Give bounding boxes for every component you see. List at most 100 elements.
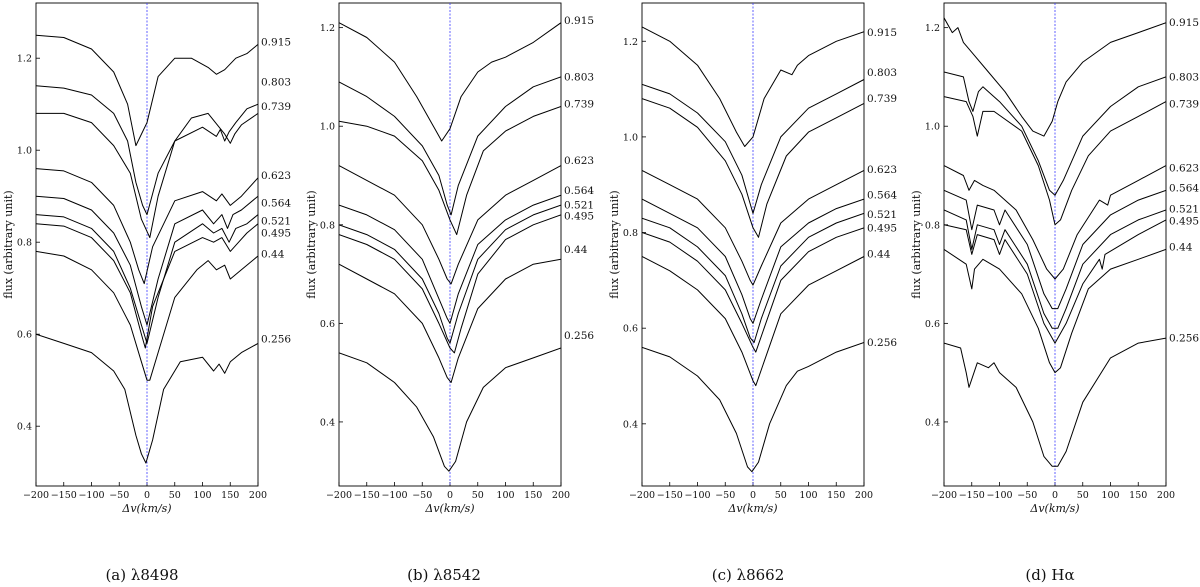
y-axis-label: flux (arbitrary unit) xyxy=(910,190,923,298)
x-axis-label: Δv(km/s) xyxy=(121,502,171,515)
caption-d: (d) Hα xyxy=(1025,566,1075,584)
y-tick-label: 0.6 xyxy=(17,330,32,341)
series-label: 0.915 xyxy=(564,15,594,27)
x-tick-label: −50 xyxy=(1017,490,1037,501)
x-tick-label: 100 xyxy=(193,490,211,501)
y-tick-label: 0.6 xyxy=(623,324,638,335)
series-line-0.623 xyxy=(36,168,258,285)
y-tick-label: 1.0 xyxy=(17,146,32,157)
caption-a: (a) λ8498 xyxy=(105,566,179,584)
series-line-0.256 xyxy=(339,347,561,472)
series-label: 0.256 xyxy=(261,333,291,345)
x-tick-label: −50 xyxy=(715,490,735,501)
series-label: 0.44 xyxy=(564,244,588,256)
series-line-0.915 xyxy=(642,26,864,147)
series-label: 0.623 xyxy=(261,170,291,182)
series-line-0.256 xyxy=(36,333,258,464)
y-axis-label: flux (arbitrary unit) xyxy=(608,190,621,298)
y-tick-label: 0.6 xyxy=(320,319,335,330)
series-label: 0.521 xyxy=(261,216,291,228)
y-tick-label: 0.8 xyxy=(17,238,32,249)
series-line-0.803 xyxy=(944,71,1166,196)
y-tick-label: 0.8 xyxy=(320,220,335,231)
x-tick-label: −100 xyxy=(986,490,1012,501)
x-tick-label: −50 xyxy=(412,490,432,501)
caption-c: (c) λ8662 xyxy=(711,566,785,584)
x-tick-label: 200 xyxy=(855,490,873,501)
series-label: 0.495 xyxy=(867,222,897,234)
series-line-0.803 xyxy=(339,76,561,216)
series-label: 0.495 xyxy=(1169,215,1199,227)
series-line-0.739 xyxy=(642,98,864,238)
series-line-0.256 xyxy=(642,342,864,473)
x-tick-label: 200 xyxy=(552,490,570,501)
x-tick-label: 50 xyxy=(169,490,181,501)
series-line-0.44 xyxy=(642,256,864,387)
series-line-0.739 xyxy=(36,112,258,239)
series-label: 0.44 xyxy=(867,249,891,261)
y-tick-label: 0.8 xyxy=(623,228,638,239)
series-label: 0.803 xyxy=(867,67,897,79)
x-tick-label: −200 xyxy=(629,490,655,501)
y-axis-label: flux (arbitrary unit) xyxy=(305,190,318,298)
series-label: 0.44 xyxy=(261,249,285,261)
x-tick-label: −100 xyxy=(381,490,407,501)
series-line-0.739 xyxy=(339,106,561,236)
x-tick-label: 100 xyxy=(496,490,514,501)
series-label: 0.915 xyxy=(261,37,291,49)
x-tick-label: −100 xyxy=(78,490,104,501)
x-tick-label: 150 xyxy=(524,490,542,501)
series-label: 0.256 xyxy=(564,330,594,342)
series-line-0.495 xyxy=(642,227,864,353)
series-line-0.495 xyxy=(944,219,1166,344)
series-label: 0.521 xyxy=(867,209,897,221)
x-tick-label: 150 xyxy=(1129,490,1147,501)
y-tick-label: 1.0 xyxy=(925,122,940,133)
series-line-0.915 xyxy=(944,17,1166,137)
series-label: 0.256 xyxy=(1169,333,1199,345)
series-line-0.521 xyxy=(339,204,561,344)
y-tick-label: 0.6 xyxy=(925,319,940,330)
y-tick-label: 1.0 xyxy=(623,132,638,143)
y-tick-label: 1.2 xyxy=(925,23,940,34)
x-tick-label: −200 xyxy=(931,490,957,501)
x-axis-label: Δv(km/s) xyxy=(727,502,777,515)
y-tick-label: 0.4 xyxy=(320,417,335,428)
series-line-0.564 xyxy=(36,195,258,326)
x-tick-label: 50 xyxy=(775,490,787,501)
y-tick-label: 1.2 xyxy=(623,37,638,48)
x-tick-label: −150 xyxy=(657,490,683,501)
x-tick-label: 100 xyxy=(1101,490,1119,501)
series-label: 0.44 xyxy=(1169,241,1193,253)
y-tick-label: 1.2 xyxy=(17,54,32,65)
series-label: 0.803 xyxy=(1169,71,1199,83)
series-label: 0.739 xyxy=(1169,99,1199,111)
series-label: 0.521 xyxy=(1169,204,1199,216)
series-line-0.495 xyxy=(36,223,258,349)
series-line-0.623 xyxy=(944,165,1166,280)
series-label: 0.623 xyxy=(1169,163,1199,175)
series-line-0.915 xyxy=(339,22,561,142)
x-tick-label: 0 xyxy=(750,490,756,501)
y-tick-label: 1.0 xyxy=(320,122,335,133)
series-line-0.44 xyxy=(36,250,258,381)
series-line-0.564 xyxy=(642,198,864,324)
series-label: 0.915 xyxy=(867,27,897,39)
series-line-0.564 xyxy=(944,189,1166,310)
series-line-0.521 xyxy=(944,209,1166,329)
series-line-0.564 xyxy=(339,194,561,324)
series-label: 0.564 xyxy=(867,190,897,202)
series-label: 0.564 xyxy=(564,185,594,197)
series-label: 0.495 xyxy=(564,210,594,222)
y-tick-label: 1.2 xyxy=(320,23,335,34)
x-tick-label: 0 xyxy=(1052,490,1058,501)
series-line-0.739 xyxy=(944,96,1166,226)
series-label: 0.623 xyxy=(867,164,897,176)
x-tick-label: −150 xyxy=(51,490,77,501)
y-tick-label: 0.4 xyxy=(623,419,638,430)
x-tick-label: 50 xyxy=(472,490,484,501)
series-label: 0.623 xyxy=(564,155,594,167)
y-tick-label: 0.8 xyxy=(925,220,940,231)
x-tick-label: 200 xyxy=(249,490,267,501)
